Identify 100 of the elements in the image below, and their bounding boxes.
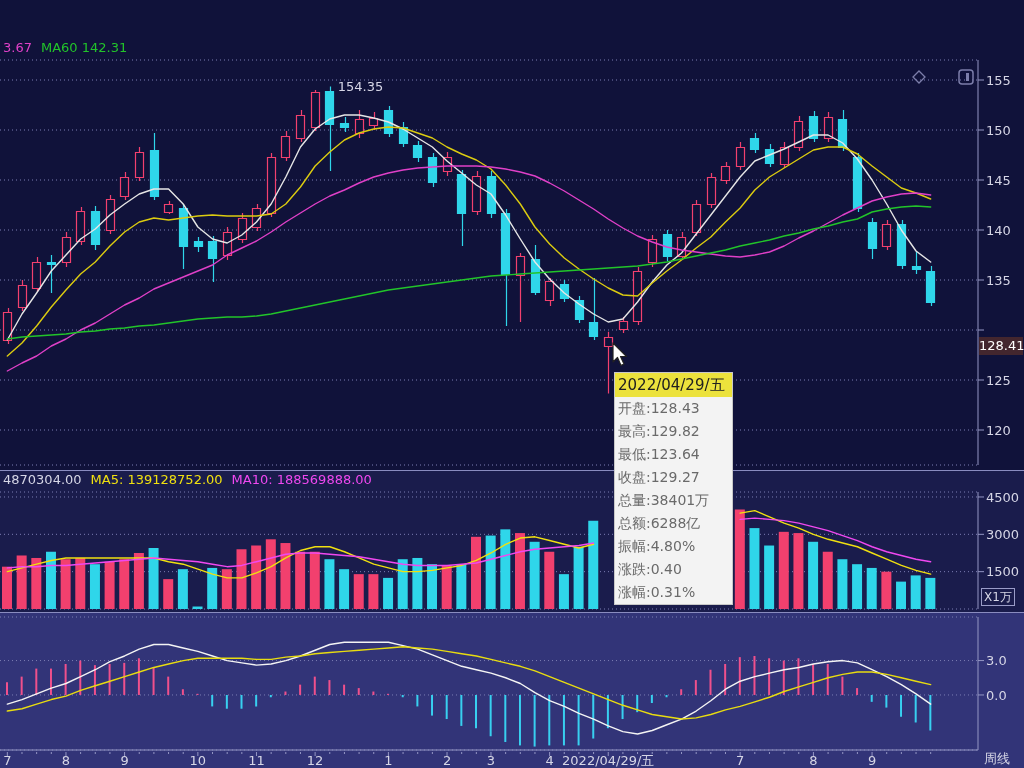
bar xyxy=(324,559,335,609)
bar xyxy=(309,551,320,609)
candlestick xyxy=(515,252,526,323)
bar xyxy=(709,669,712,695)
y-axis-title: X1万 xyxy=(981,588,1015,606)
y-tick-label: 1500 xyxy=(986,564,1020,580)
bar xyxy=(500,529,511,609)
bar xyxy=(108,664,111,695)
candlestick xyxy=(764,143,775,168)
candlestick xyxy=(647,234,658,268)
bar xyxy=(357,688,360,695)
x-tick-label: 4 xyxy=(545,753,554,768)
bar xyxy=(119,559,130,609)
bar xyxy=(812,664,815,695)
candlestick xyxy=(31,256,42,293)
bar xyxy=(734,509,745,609)
candlestick xyxy=(149,132,160,201)
bar xyxy=(764,545,775,609)
bar xyxy=(606,694,609,729)
bar xyxy=(808,541,819,609)
candlestick xyxy=(749,132,760,154)
bar xyxy=(2,566,12,609)
bar xyxy=(489,694,492,737)
bar xyxy=(738,657,741,695)
bar xyxy=(75,557,86,609)
text: MA60 142.31 xyxy=(40,40,128,55)
y-tick-label: 125 xyxy=(986,372,1011,388)
bar xyxy=(445,694,448,720)
text: MA10: 188569888.00 xyxy=(231,472,372,487)
candlestick xyxy=(925,265,936,307)
x-tick-label: 10 xyxy=(189,753,207,768)
bar xyxy=(240,694,243,709)
text: 周线 xyxy=(984,750,1010,768)
annotation: 最低:123.64 xyxy=(617,445,701,464)
candlestick xyxy=(808,110,819,143)
candlestick xyxy=(75,206,86,246)
bar xyxy=(592,694,595,739)
bar xyxy=(255,694,258,707)
x-tick-label: 2022/04/29/五 xyxy=(562,753,655,768)
bar xyxy=(573,546,584,609)
bar xyxy=(431,694,434,716)
candlestick xyxy=(720,161,731,185)
line-series xyxy=(6,165,932,372)
bar xyxy=(837,559,848,609)
x-tick-label: 2 xyxy=(442,753,452,768)
bar xyxy=(680,689,683,695)
bar xyxy=(207,567,218,609)
bar xyxy=(64,664,67,695)
text: MA5: 139128752.00 xyxy=(90,472,223,487)
bar xyxy=(636,694,639,713)
candlestick xyxy=(588,277,599,341)
candlestick xyxy=(427,152,438,188)
x-tick-label: 1 xyxy=(384,753,393,768)
bar xyxy=(328,680,331,695)
candlestick xyxy=(793,115,804,152)
candlestick xyxy=(881,219,892,251)
candlestick xyxy=(193,236,204,253)
bar xyxy=(562,694,565,746)
bar xyxy=(896,581,907,609)
bar xyxy=(724,664,727,695)
bar xyxy=(79,660,82,695)
bar xyxy=(929,694,932,731)
bar xyxy=(225,694,228,709)
bar xyxy=(621,694,624,720)
x-tick-label: 7 xyxy=(3,753,12,768)
annotation: 涨跌:0.40 xyxy=(617,560,683,579)
bar xyxy=(177,569,188,609)
y-tick-label: 140 xyxy=(986,222,1011,238)
bar xyxy=(504,694,507,742)
x-tick-label: 9 xyxy=(120,753,129,768)
y-tick-label: 155 xyxy=(986,72,1011,88)
bar xyxy=(6,682,8,695)
bar xyxy=(20,676,23,695)
bar xyxy=(104,561,115,609)
candlestick xyxy=(90,205,101,251)
y-tick-label: 150 xyxy=(986,122,1011,138)
bar xyxy=(914,694,917,723)
candlestick xyxy=(691,199,702,237)
candlestick xyxy=(339,116,350,133)
text: 4870304.00 xyxy=(3,472,82,487)
text: 收盘:129.27 xyxy=(617,468,701,487)
candlestick xyxy=(911,250,922,275)
bar xyxy=(441,565,452,609)
bar xyxy=(782,660,785,695)
bar xyxy=(280,543,291,609)
bar xyxy=(89,564,100,609)
x-tick-label: 11 xyxy=(248,753,265,768)
bar xyxy=(456,564,467,609)
candlestick xyxy=(280,130,291,162)
candlestick xyxy=(618,316,629,334)
bar xyxy=(152,667,155,695)
bar xyxy=(412,557,423,609)
candlestick xyxy=(544,277,555,307)
bar xyxy=(856,688,859,695)
candlestick xyxy=(237,212,248,244)
bar xyxy=(870,694,873,702)
bar xyxy=(181,689,184,695)
bar xyxy=(16,555,27,609)
y-tick-label: 3000 xyxy=(986,526,1020,542)
annotation: 总额:6288亿 xyxy=(617,514,702,533)
